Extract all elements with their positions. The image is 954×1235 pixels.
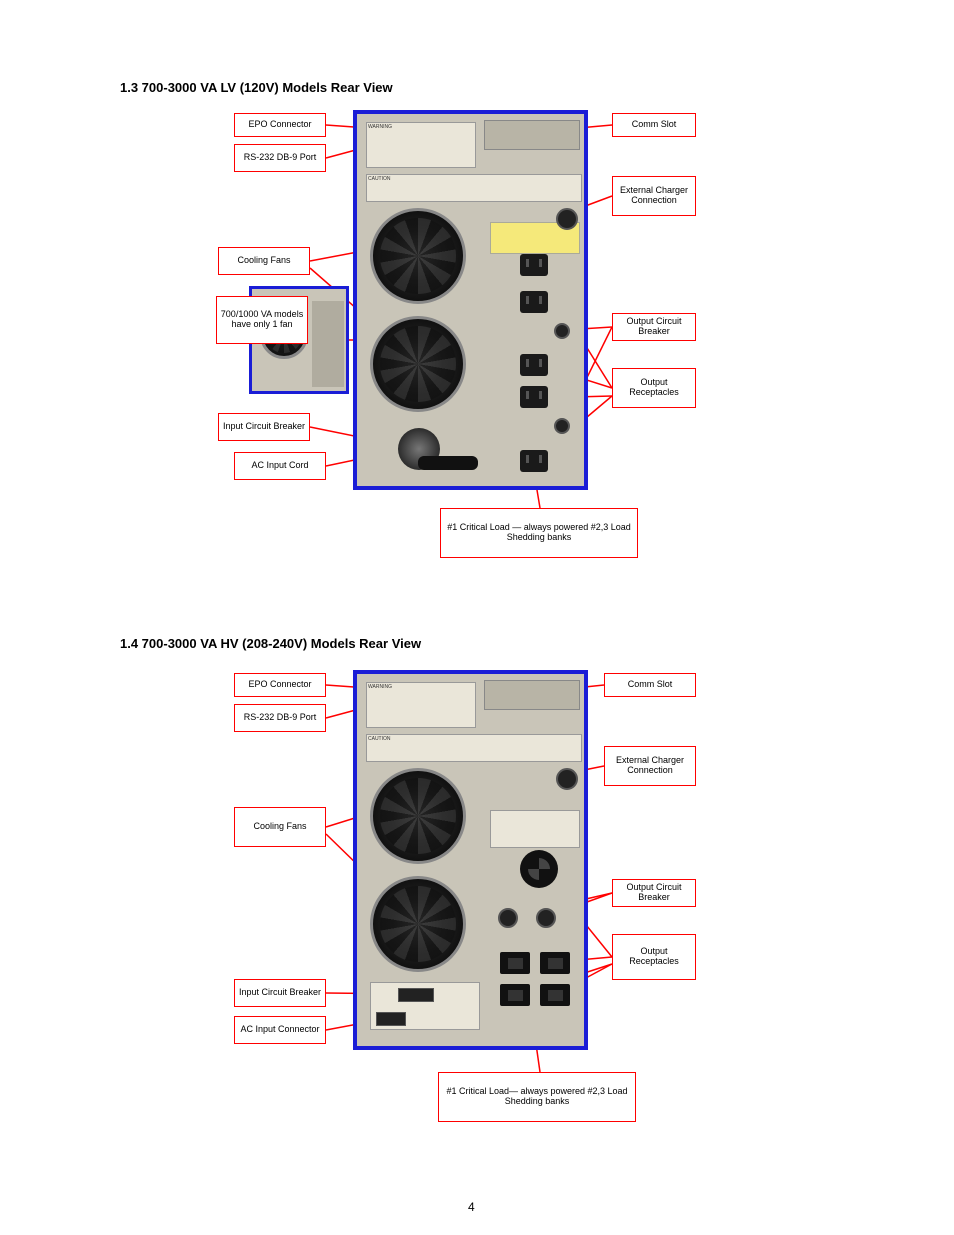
- callout-c2: RS-232 DB-9 Port: [234, 704, 326, 732]
- output-breaker: [498, 908, 518, 928]
- comm-slot: [484, 120, 580, 150]
- callout-c8: External Charger Connection: [612, 176, 696, 216]
- charger-connector: [556, 768, 578, 790]
- callout-c8: External Charger Connection: [604, 746, 696, 786]
- output-receptacle: [520, 354, 548, 376]
- callout-c5: Input Circuit Breaker: [234, 979, 326, 1007]
- output-receptacle: [520, 254, 548, 276]
- figure-a-caption: 1.3 700-3000 VA LV (120V) Models Rear Vi…: [120, 80, 393, 95]
- callout-c3: Cooling Fans: [234, 807, 326, 847]
- iec-receptacle: [500, 984, 530, 1006]
- output-breaker: [554, 418, 570, 434]
- output-breaker: [554, 323, 570, 339]
- serial-sticker: [490, 810, 580, 848]
- figure-b-caption: 1.4 700-3000 VA HV (208-240V) Models Rea…: [120, 636, 421, 651]
- page-number: 4: [468, 1200, 475, 1214]
- callout-c11: #1 Critical Load— always powered #2,3 Lo…: [438, 1072, 636, 1122]
- input-breaker-switch: [398, 988, 434, 1002]
- iec-receptacle: [540, 952, 570, 974]
- callout-c4: 700/1000 VA models have only 1 fan: [216, 296, 308, 344]
- comm-slot: [484, 680, 580, 710]
- page: 1.3 700-3000 VA LV (120V) Models Rear Vi…: [0, 0, 954, 1235]
- callout-c10: Output Receptacles: [612, 368, 696, 408]
- twistlock-receptacle: [520, 850, 558, 888]
- warning-label-top: WARNING: [366, 122, 476, 168]
- callout-c1: EPO Connector: [234, 673, 326, 697]
- callout-c6: AC Input Cord: [234, 452, 326, 480]
- output-receptacle: [520, 450, 548, 472]
- inset-sidebar: [312, 301, 344, 387]
- output-receptacle: [520, 386, 548, 408]
- callout-c11: #1 Critical Load — always powered #2,3 L…: [440, 508, 638, 558]
- cooling-fan: [370, 876, 466, 972]
- callout-c9: Output Circuit Breaker: [612, 313, 696, 341]
- callout-c6: AC Input Connector: [234, 1016, 326, 1044]
- callout-c7: Comm Slot: [612, 113, 696, 137]
- callout-c3: Cooling Fans: [218, 247, 310, 275]
- output-receptacle: [520, 291, 548, 313]
- caution-strip: CAUTION: [366, 734, 582, 762]
- callout-c5: Input Circuit Breaker: [218, 413, 310, 441]
- device-a-panel: WARNING CAUTION: [353, 110, 588, 490]
- callout-c9: Output Circuit Breaker: [612, 879, 696, 907]
- output-breaker: [536, 908, 556, 928]
- ac-input-connector: [376, 1012, 406, 1026]
- cooling-fan: [370, 768, 466, 864]
- callout-c10: Output Receptacles: [612, 934, 696, 980]
- callout-c2: RS-232 DB-9 Port: [234, 144, 326, 172]
- callout-c1: EPO Connector: [234, 113, 326, 137]
- ac-cord-cable: [418, 456, 478, 470]
- cooling-fan: [370, 316, 466, 412]
- cooling-fan: [370, 208, 466, 304]
- caution-strip: CAUTION: [366, 174, 582, 202]
- iec-receptacle: [540, 984, 570, 1006]
- callout-c7: Comm Slot: [604, 673, 696, 697]
- charger-connector: [556, 208, 578, 230]
- warning-label-top: WARNING: [366, 682, 476, 728]
- iec-receptacle: [500, 952, 530, 974]
